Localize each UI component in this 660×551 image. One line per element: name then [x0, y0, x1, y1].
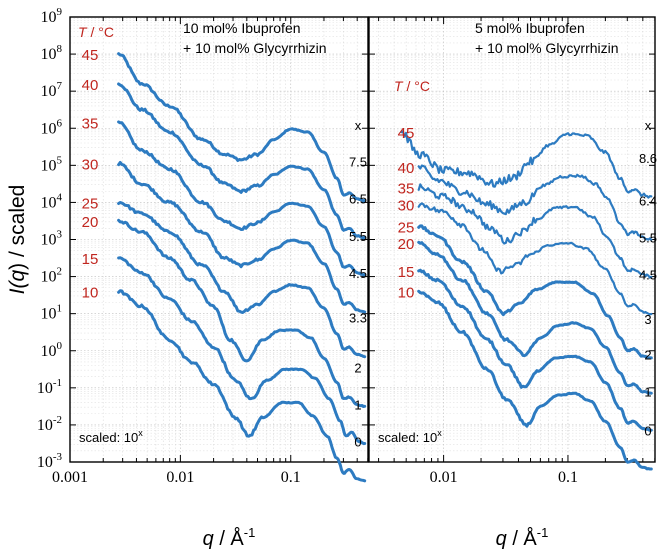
scale-header: x [645, 118, 652, 133]
series-line-30C [417, 202, 653, 316]
y-tick-label: 101 [41, 303, 63, 323]
ticks [69, 16, 369, 463]
scale-exponent-label: 7.5 [349, 155, 367, 170]
x-axis-title: q / Å-1 [203, 525, 256, 550]
temperature-label: 30 [398, 197, 415, 214]
series-line-35C [117, 120, 367, 277]
scale-exponent-label: 4.5 [349, 266, 367, 281]
series-line-20C [417, 240, 653, 395]
temperature-header: T / °C [394, 78, 430, 94]
y-tick-label: 102 [41, 266, 63, 286]
panel-title-line1: 5 mol% Ibuprofen [475, 20, 585, 36]
scale-exponent-label: 4.5 [639, 268, 657, 283]
x-tick-label: 0.1 [281, 469, 301, 486]
scale-exponent-label: 5.5 [639, 231, 657, 246]
temperature-label: 15 [398, 264, 415, 281]
series-line-40C [417, 164, 653, 241]
scale-exponent-label: 3 [644, 312, 651, 327]
y-axis-title: I(q) / scaled [6, 185, 29, 295]
panel-title-line2: + 10 mol% Glycyrrhizin [475, 40, 619, 56]
x-tick-label: 0.1 [558, 469, 578, 486]
y-tick-label: 10-1 [37, 377, 62, 397]
series-line-20C [117, 218, 367, 408]
scale-header: x [355, 118, 362, 133]
temperature-label: 20 [398, 236, 415, 253]
temperature-label: 40 [398, 160, 415, 177]
series-line-30C [117, 161, 367, 314]
y-tick-label: 10-3 [37, 451, 63, 471]
temperature-label: 35 [398, 181, 415, 198]
series-line-15C [117, 256, 367, 446]
series-line-25C [117, 201, 367, 359]
temperature-label: 15 [82, 251, 99, 268]
scale-exponent-label: 1 [354, 398, 361, 413]
grid [70, 17, 369, 462]
temperature-label: 35 [82, 116, 99, 133]
x-axis-title: q / Å-1 [496, 525, 549, 550]
y-tick-label: 10-2 [37, 414, 62, 434]
series-line-10C [417, 289, 653, 471]
temperature-label: 10 [82, 284, 99, 301]
scaled-note: scaled: 10x [79, 428, 143, 445]
scale-exponent-label: 1 [644, 385, 651, 400]
y-tick-label: 103 [41, 229, 63, 249]
y-tick-label: 105 [41, 154, 63, 174]
series-line-45C [400, 130, 653, 199]
series-group: 45 8.6 40 6.4 35 5.5 30 4.5 25 3 20 2 15 1 10 0 [398, 125, 657, 471]
series-group: 45 7.5 40 6.5 35 5.5 30 4.5 25 3.3 20 2 15 1 10 0 [82, 47, 367, 483]
temperature-label: 40 [82, 77, 99, 94]
panel-1: 0.001 0.01 0.1 q / Å-1 10 mol% Ibuprofen + 10… [52, 16, 369, 550]
x-tick-label: 0.01 [166, 469, 194, 486]
y-tick-label: 109 [41, 6, 63, 26]
temperature-header: T / °C [78, 24, 114, 40]
panel-title-line2: + 10 mol% Glycyrrhizin [183, 40, 327, 56]
series-line-45C [117, 52, 367, 203]
y-tick-label: 100 [41, 340, 63, 360]
scale-exponent-label: 8.6 [639, 151, 657, 166]
panel-2: 0.01 0.1 q / Å-1 5 mol% Ibuprofen + 10 mol% … [368, 16, 657, 550]
temperature-label: 45 [398, 125, 415, 142]
scale-exponent-label: 6.5 [349, 192, 367, 207]
series-line-25C [417, 224, 653, 360]
temperature-label: 10 [398, 284, 415, 301]
temperature-label: 30 [82, 156, 99, 173]
scale-exponent-label: 2 [354, 360, 361, 375]
temperature-label: 45 [82, 47, 99, 64]
y-tick-label: 108 [41, 43, 63, 63]
y-tick-label: 106 [41, 117, 63, 137]
y-tick-label: 107 [41, 80, 63, 100]
series-line-35C [417, 183, 653, 279]
panel-title-line1: 10 mol% Ibuprofen [183, 20, 301, 36]
series-line-10C [117, 289, 367, 483]
series-line-40C [117, 82, 367, 240]
temperature-label: 20 [82, 214, 99, 231]
temperature-label: 25 [398, 220, 415, 237]
series-line-15C [417, 268, 653, 432]
scale-exponent-label: 0 [354, 435, 361, 450]
scale-exponent-label: 5.5 [349, 229, 367, 244]
y-axis-title-group: I(q) / scaled [6, 185, 29, 295]
scale-exponent-label: 6.4 [639, 194, 657, 209]
scale-exponent-label: 2 [644, 347, 651, 362]
grid [369, 17, 656, 462]
temperature-label: 25 [82, 195, 99, 212]
x-tick-label: 0.01 [430, 469, 458, 486]
scale-exponent-label: 3.3 [349, 310, 367, 325]
y-tick-label: 104 [41, 191, 63, 211]
x-tick-label: 0.001 [52, 469, 88, 486]
scale-exponent-label: 0 [644, 423, 651, 438]
scaled-note: scaled: 10x [378, 428, 442, 445]
